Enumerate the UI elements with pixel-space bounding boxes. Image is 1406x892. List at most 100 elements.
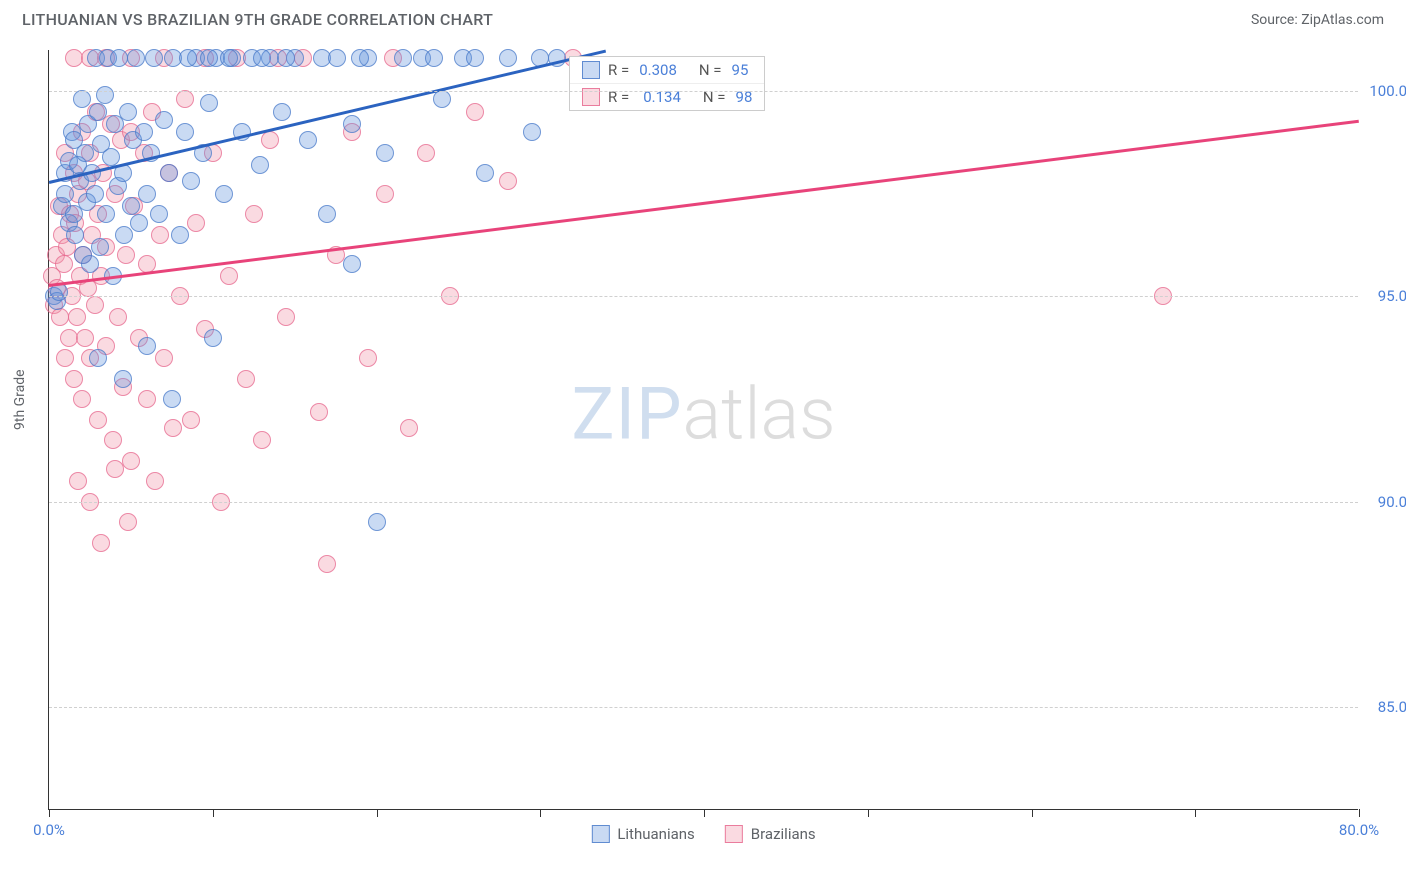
plot-surface xyxy=(49,50,1358,809)
data-point xyxy=(104,431,122,449)
data-point xyxy=(56,349,74,367)
data-point xyxy=(466,49,484,67)
r-value-0: 0.308 xyxy=(639,61,677,79)
series-legend: Lithuanians Brazilians xyxy=(591,825,815,843)
data-point xyxy=(394,49,412,67)
data-point xyxy=(261,131,279,149)
data-point xyxy=(220,267,238,285)
data-point xyxy=(499,172,517,190)
data-point xyxy=(86,296,104,314)
data-point xyxy=(476,164,494,182)
data-point xyxy=(176,90,194,108)
data-point xyxy=(466,103,484,121)
y-tick-label: 85.0% xyxy=(1378,698,1406,716)
data-point xyxy=(318,205,336,223)
x-tick xyxy=(213,809,214,817)
data-point xyxy=(200,94,218,112)
data-point xyxy=(56,185,74,203)
data-point xyxy=(150,205,168,223)
data-point xyxy=(299,131,317,149)
data-point xyxy=(73,390,91,408)
data-point xyxy=(97,205,115,223)
n-value-0: 95 xyxy=(732,61,749,79)
data-point xyxy=(215,185,233,203)
data-point xyxy=(376,144,394,162)
data-point xyxy=(102,148,120,166)
data-point xyxy=(318,555,336,573)
x-tick xyxy=(540,809,541,817)
chart-area: ZIPatlas R = 0.308 N = 95 R = 0.134 N = … xyxy=(48,50,1358,810)
x-tick xyxy=(1032,809,1033,817)
data-point xyxy=(343,115,361,133)
data-point xyxy=(351,49,369,67)
gridline xyxy=(49,91,1358,92)
data-point xyxy=(277,49,295,67)
data-point xyxy=(127,49,145,67)
x-tick xyxy=(1195,809,1196,817)
data-point xyxy=(176,123,194,141)
data-point xyxy=(200,49,218,67)
data-point xyxy=(66,226,84,244)
data-point xyxy=(425,49,443,67)
data-point xyxy=(179,49,197,67)
data-point xyxy=(106,460,124,478)
x-tick xyxy=(49,809,50,817)
data-point xyxy=(138,185,156,203)
data-point xyxy=(68,308,86,326)
swatch-blue xyxy=(582,61,600,79)
data-point xyxy=(119,103,137,121)
chart-title: LITHUANIAN VS BRAZILIAN 9TH GRADE CORREL… xyxy=(22,10,493,29)
data-point xyxy=(135,123,153,141)
gridline xyxy=(49,707,1358,708)
data-point xyxy=(81,255,99,273)
x-tick-label: 0.0% xyxy=(33,821,65,839)
data-point xyxy=(160,164,178,182)
x-tick xyxy=(704,809,705,817)
data-point xyxy=(86,185,104,203)
legend-item-brazilians: Brazilians xyxy=(725,825,816,843)
data-point xyxy=(146,472,164,490)
data-point xyxy=(245,205,263,223)
data-point xyxy=(92,534,110,552)
data-point xyxy=(220,49,238,67)
data-point xyxy=(122,197,140,215)
x-tick xyxy=(868,809,869,817)
stats-row-lithuanians: R = 0.308 N = 95 xyxy=(570,57,764,84)
data-point xyxy=(204,329,222,347)
data-point xyxy=(89,349,107,367)
trend-line xyxy=(49,120,1359,287)
data-point xyxy=(368,513,386,531)
data-point xyxy=(69,472,87,490)
data-point xyxy=(343,255,361,273)
data-point xyxy=(115,226,133,244)
data-point xyxy=(237,370,255,388)
data-point xyxy=(76,144,94,162)
data-point xyxy=(89,103,107,121)
data-point xyxy=(499,49,517,67)
data-point xyxy=(187,214,205,232)
source-label: Source: ZipAtlas.com xyxy=(1251,12,1384,28)
y-axis-label: 9th Grade xyxy=(12,369,28,430)
x-tick-label: 80.0% xyxy=(1339,821,1379,839)
data-point xyxy=(73,90,91,108)
data-point xyxy=(110,49,128,67)
data-point xyxy=(138,337,156,355)
data-point xyxy=(76,329,94,347)
data-point xyxy=(155,349,173,367)
data-point xyxy=(155,111,173,129)
data-point xyxy=(163,390,181,408)
data-point xyxy=(376,185,394,203)
data-point xyxy=(328,49,346,67)
data-point xyxy=(114,370,132,388)
swatch-pink xyxy=(725,825,743,843)
y-tick-label: 100.0% xyxy=(1369,82,1406,100)
data-point xyxy=(253,431,271,449)
data-point xyxy=(523,123,541,141)
swatch-blue xyxy=(591,825,609,843)
data-point xyxy=(273,103,291,121)
data-point xyxy=(51,308,69,326)
data-point xyxy=(251,156,269,174)
data-point xyxy=(55,255,73,273)
y-tick-label: 90.0% xyxy=(1378,493,1406,511)
legend-label: Brazilians xyxy=(751,825,816,843)
